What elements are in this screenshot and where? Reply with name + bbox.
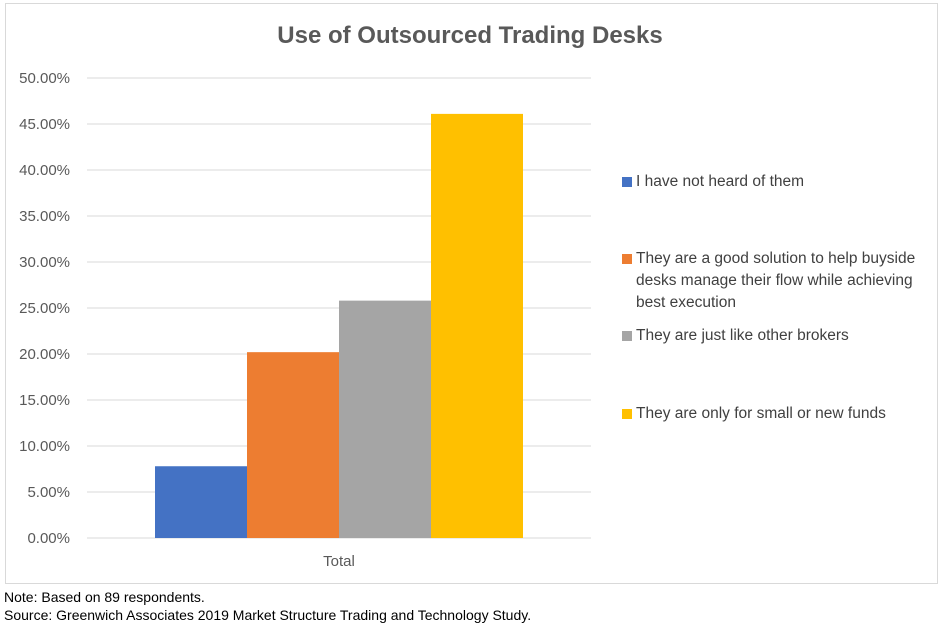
legend-label-other-brokers: They are just like other brokers <box>636 327 849 344</box>
y-tick-label: 40.00% <box>19 162 70 179</box>
y-tick-label: 0.00% <box>27 530 70 547</box>
chart-title: Use of Outsourced Trading Desks <box>277 22 663 49</box>
legend-swatch-small-funds <box>622 409 632 419</box>
legend-swatch-not-heard <box>622 177 632 187</box>
legend-swatch-other-brokers <box>622 331 632 341</box>
y-tick-label: 25.00% <box>19 300 70 317</box>
y-tick-label: 15.00% <box>19 392 70 409</box>
bars <box>155 113 523 538</box>
legend-label-small-funds: They are only for small or new funds <box>636 405 886 422</box>
y-tick-label: 5.00% <box>27 484 70 501</box>
respondents-note: Note: Based on 89 respondents. <box>4 589 205 605</box>
legend-label-not-heard: I have not heard of them <box>636 173 805 190</box>
legend-item-small-funds: They are only for small or new funds <box>622 403 927 425</box>
y-tick-label: 50.00% <box>19 70 70 87</box>
legend-label-good-solution: They are a good solution to help buyside… <box>636 250 916 311</box>
legend-item-good-solution: They are a good solution to help buyside… <box>622 248 927 314</box>
bar-series-3 <box>339 300 431 538</box>
bar-series-2 <box>247 352 339 538</box>
legend-item-other-brokers: They are just like other brokers <box>622 325 927 347</box>
bar-series-4 <box>431 113 523 538</box>
source-note: Source: Greenwich Associates 2019 Market… <box>4 607 532 623</box>
legend-swatch-good-solution <box>622 254 632 264</box>
bar-series-1 <box>155 466 247 538</box>
y-tick-label: 10.00% <box>19 438 70 455</box>
y-axis-tick-labels: 0.00% 5.00% 10.00% 15.00% 20.00% 25.00% 30.00%… <box>19 70 70 547</box>
y-tick-label: 20.00% <box>19 346 70 363</box>
y-tick-label: 45.00% <box>19 116 70 133</box>
y-tick-label: 35.00% <box>19 208 70 225</box>
legend-item-not-heard: I have not heard of them <box>622 171 927 193</box>
x-axis-category-label: Total <box>323 553 355 570</box>
y-tick-label: 30.00% <box>19 254 70 271</box>
